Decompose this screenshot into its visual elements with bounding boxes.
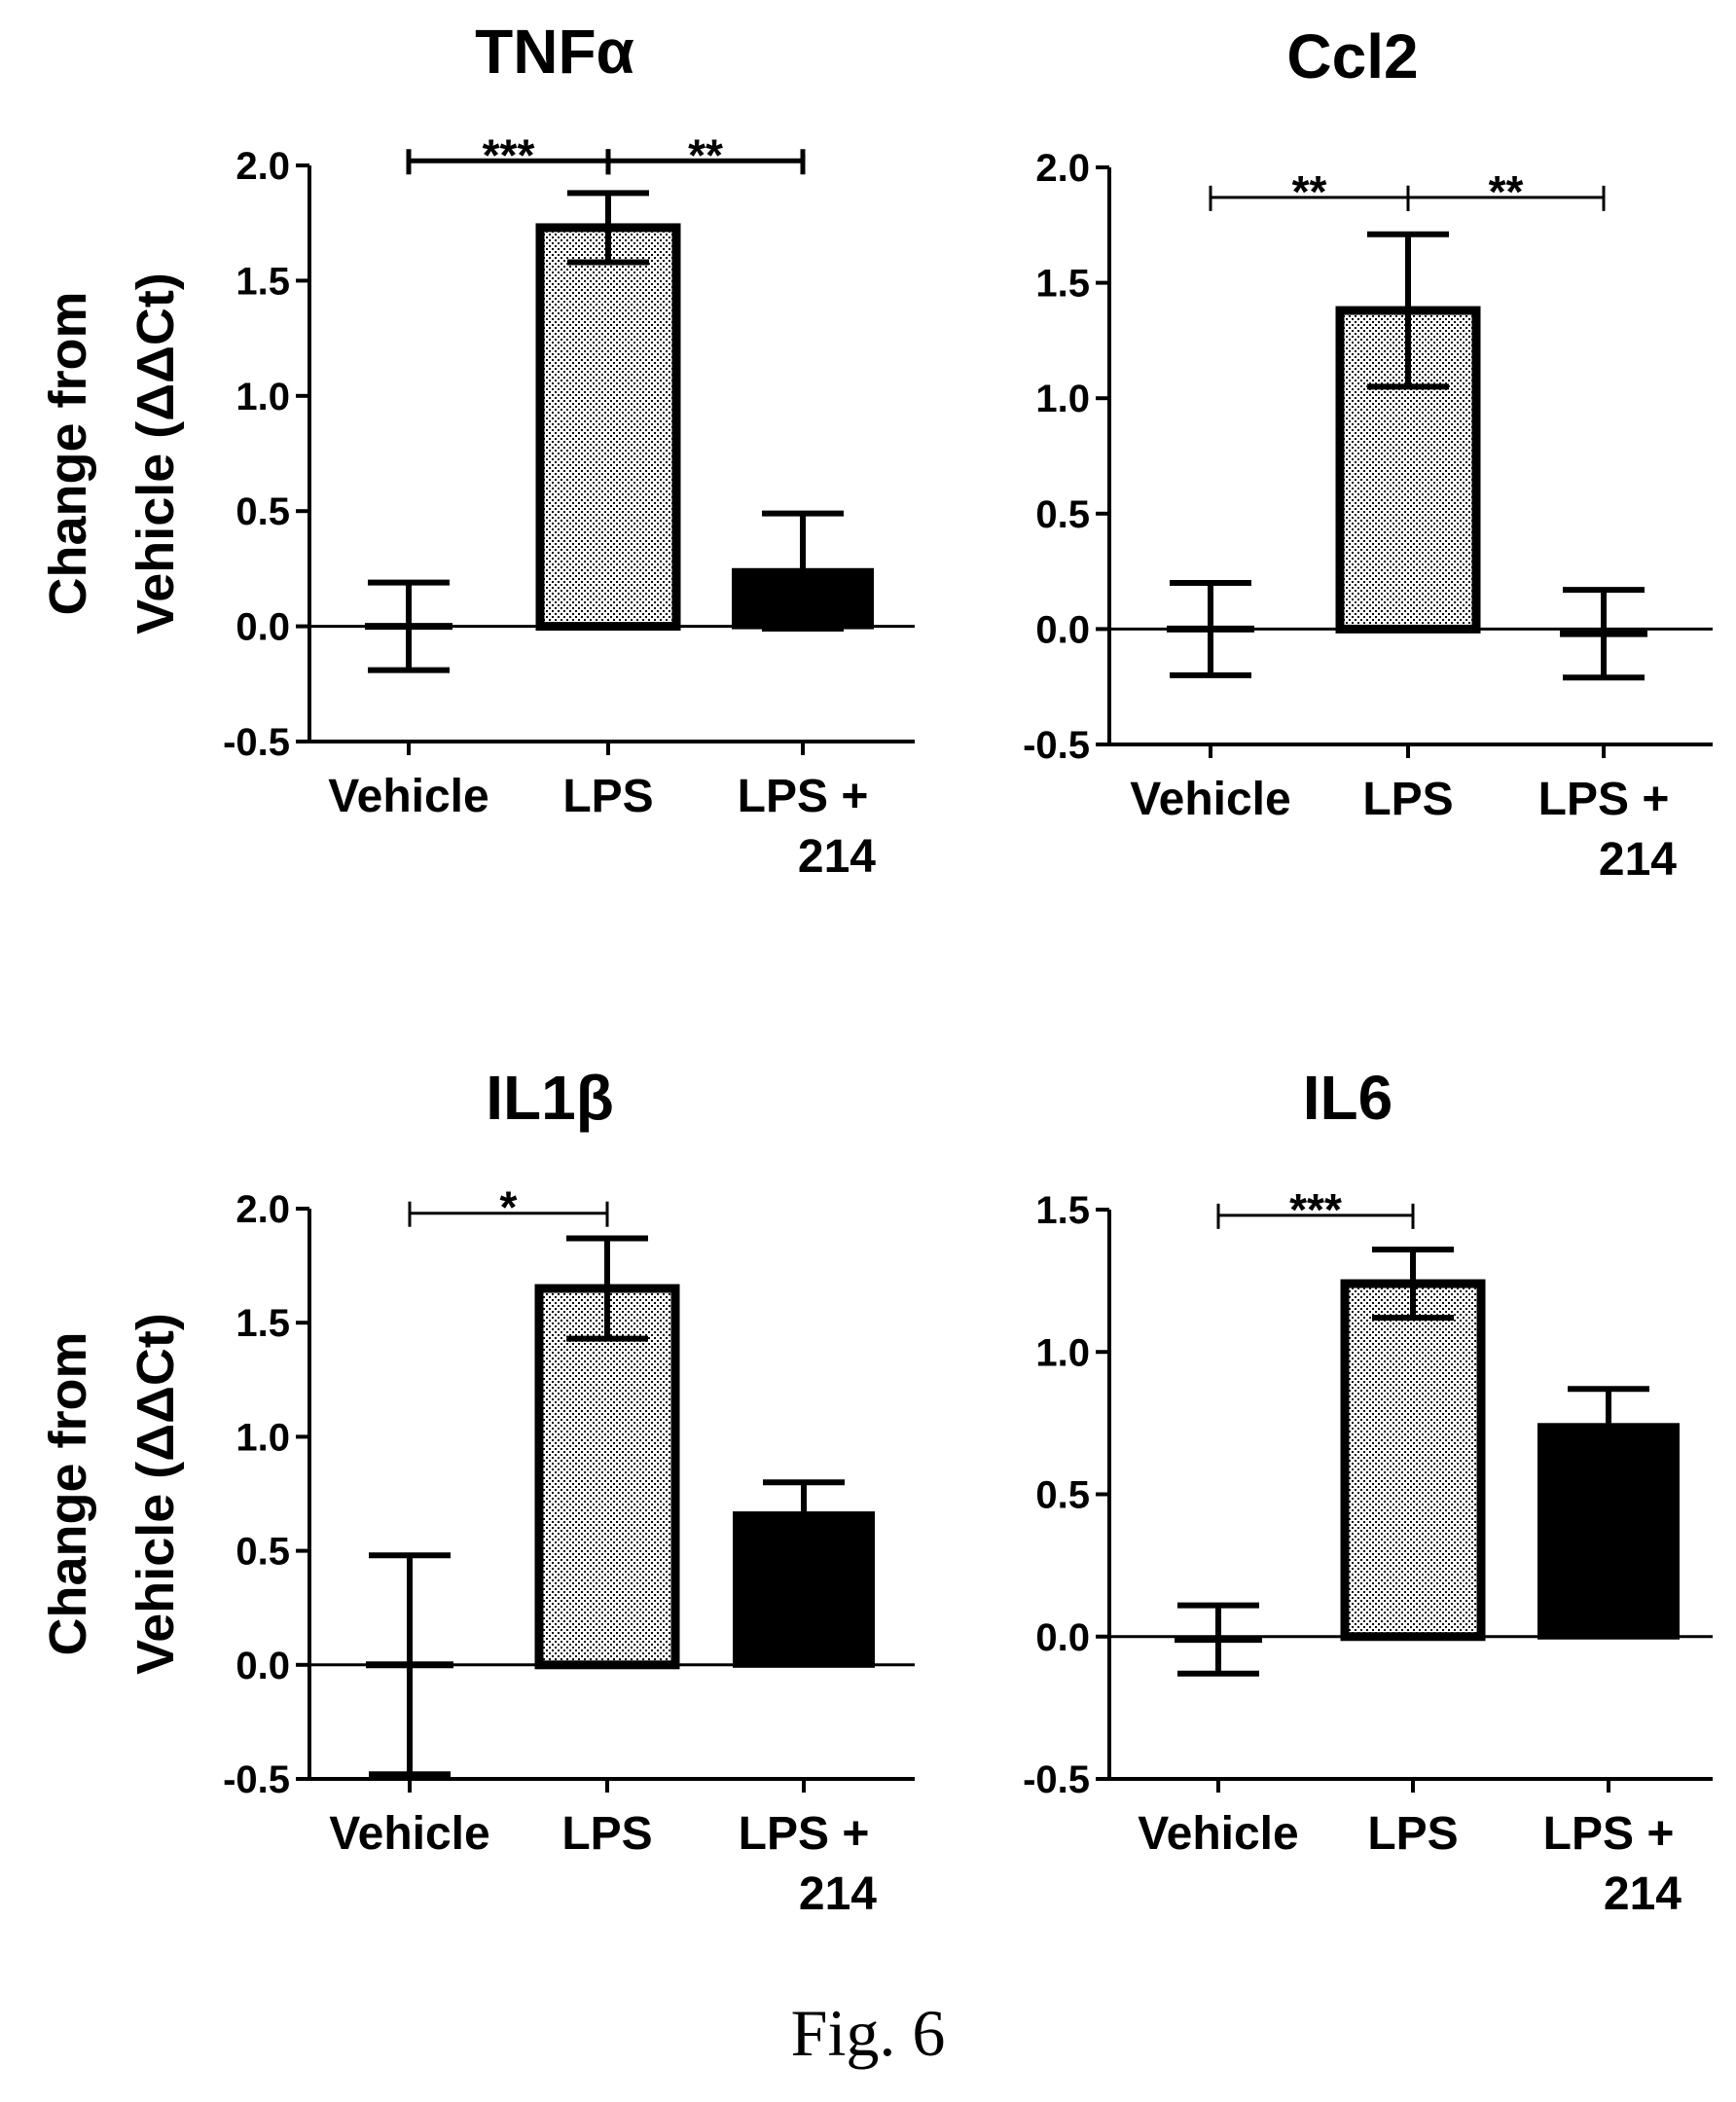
y-tick-label: 0.0 (1035, 608, 1090, 651)
significance-label: * (500, 1182, 518, 1233)
significance-label: *** (1289, 1184, 1342, 1235)
x-tick-label: LPS +214 (1543, 1808, 1682, 1920)
y-tick-label: 1.5 (1035, 263, 1090, 306)
y-tick-label: 0.5 (1035, 493, 1090, 536)
chart-panel-4: IL6 1.5 1.0 0.5 0.0 -0.5 Vehicle LPS LPS +214 *** (1023, 1063, 1713, 1920)
y-tick-label: -0.5 (1023, 1758, 1090, 1801)
y-tick-label: 1.0 (235, 1416, 290, 1459)
y-tick-label: 2.0 (235, 1188, 290, 1231)
x-tick-label: LPS (561, 1808, 652, 1860)
y-tick-label: 0.0 (235, 606, 290, 649)
y-axis-label: Change from Vehicle (ΔΔCt) (39, 272, 185, 634)
x-tick-label: LPS +214 (739, 1808, 878, 1920)
x-tick-label: LPS +214 (738, 771, 877, 883)
x-tick-label: Vehicle (329, 1808, 489, 1860)
chart-title: IL6 (1303, 1063, 1392, 1133)
chart-title: IL1β (486, 1063, 614, 1133)
y-tick-label: -0.5 (223, 721, 290, 764)
significance-label: ** (1489, 166, 1524, 217)
significance-label: *** (483, 129, 535, 180)
x-tick-label: LPS +214 (1538, 774, 1678, 886)
y-tick-label: 1.0 (1035, 378, 1090, 420)
figure-caption: Fig. 6 (790, 1996, 946, 2070)
chart-panel-2: Ccl2 2.0 1.5 1.0 0.5 0.0 -0.5 Vehicle LPS LPS +21… (1023, 21, 1713, 886)
x-tick-label: LPS (1362, 774, 1453, 825)
chart-title: TNFα (475, 17, 634, 87)
y-tick-label: 1.0 (1035, 1331, 1090, 1374)
y-tick-label: 0.0 (235, 1645, 290, 1687)
x-tick-label: LPS (1367, 1808, 1458, 1860)
x-tick-label: LPS (562, 771, 653, 822)
y-tick-label: 1.0 (235, 376, 290, 418)
y-tick-label: 0.5 (235, 1531, 290, 1574)
x-tick-label: Vehicle (1138, 1808, 1298, 1860)
y-axis-label: Change from Vehicle (ΔΔCt) (39, 1313, 185, 1675)
y-tick-label: 1.5 (1035, 1189, 1090, 1232)
y-tick-label: -0.5 (1023, 724, 1090, 767)
y-tick-label: 1.5 (235, 1302, 290, 1345)
y-tick-label: 1.5 (235, 260, 290, 303)
significance-label: ** (1292, 166, 1327, 217)
bar (1340, 1279, 1486, 1642)
bar (535, 223, 681, 632)
y-tick-label: 0.5 (1035, 1474, 1090, 1517)
chart-title: Ccl2 (1286, 21, 1418, 91)
y-tick-label: 2.0 (1035, 147, 1090, 190)
chart-panel-1: TNFα 2.0 1.5 1.0 0.5 0.0 -0.5 Vehicle LPS LPS +21… (39, 17, 915, 883)
bar (534, 1284, 680, 1670)
y-tick-label: 0.5 (235, 490, 290, 533)
significance-label: ** (688, 129, 723, 180)
x-tick-label: Vehicle (328, 771, 488, 822)
y-tick-label: 0.0 (1035, 1616, 1090, 1659)
chart-panel-3: IL1β 2.0 1.5 1.0 0.5 0.0 -0.5 Vehicle LPS LPS +21… (39, 1063, 915, 1920)
y-tick-label: -0.5 (223, 1758, 290, 1801)
x-tick-label: Vehicle (1130, 774, 1290, 825)
y-tick-label: 2.0 (235, 145, 290, 188)
